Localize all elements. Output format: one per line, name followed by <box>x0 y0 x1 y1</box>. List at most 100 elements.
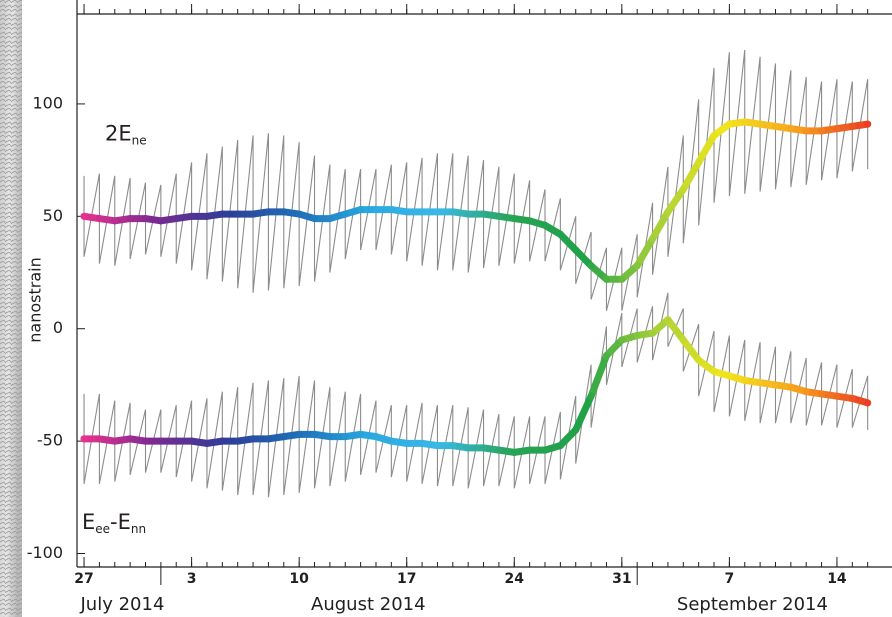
smoothed-point <box>403 440 410 447</box>
series-label: Eee-Enn <box>82 510 146 536</box>
smoothed-point <box>203 440 210 447</box>
smoothed-point <box>403 208 410 215</box>
smoothed-point <box>234 438 241 445</box>
smoothed-segment <box>668 320 683 340</box>
smoothed-point <box>634 262 641 269</box>
smoothed-segment <box>591 356 606 396</box>
smoothed-point <box>634 332 641 339</box>
smoothed-point <box>419 208 426 215</box>
smoothed-point <box>787 384 794 391</box>
smoothed-point <box>388 206 395 213</box>
label-subscript: ee <box>95 521 110 535</box>
smoothed-point <box>680 336 687 343</box>
y-tick-label: -50 <box>37 431 63 450</box>
smoothed-point <box>772 381 779 388</box>
smoothed-point <box>219 211 226 218</box>
smoothed-point <box>818 390 825 397</box>
smoothed-point <box>572 247 579 254</box>
smoothed-point <box>265 435 272 442</box>
smoothed-point <box>588 393 595 400</box>
smoothed-point <box>680 186 687 193</box>
x-tick-label: 3 <box>187 571 197 587</box>
smoothed-point <box>833 125 840 132</box>
smoothed-point <box>603 276 610 283</box>
smoothed-point <box>849 395 856 402</box>
smoothed-point <box>741 118 748 125</box>
smoothed-point <box>173 438 180 445</box>
smoothed-point <box>741 377 748 384</box>
smoothed-point <box>250 211 257 218</box>
smoothed-point <box>188 438 195 445</box>
smoothed-point <box>372 433 379 440</box>
smoothed-point <box>787 125 794 132</box>
smoothed-point <box>557 231 564 238</box>
x-tick-label: 31 <box>612 571 631 587</box>
smoothed-point <box>588 262 595 269</box>
smoothed-segment <box>683 340 698 360</box>
smoothed-point <box>864 399 871 406</box>
smoothed-point <box>142 215 149 222</box>
smoothed-point <box>311 431 318 438</box>
smoothed-point <box>157 217 164 224</box>
label-subscript: nn <box>131 521 146 535</box>
smoothed-point <box>603 352 610 359</box>
smoothed-point <box>649 330 656 337</box>
smoothed-point <box>234 211 241 218</box>
smoothed-point <box>342 433 349 440</box>
smoothed-point <box>388 438 395 445</box>
smoothed-point <box>372 206 379 213</box>
smoothed-point <box>772 123 779 130</box>
smoothed-point <box>188 213 195 220</box>
month-label: August 2014 <box>311 594 426 615</box>
smoothed-point <box>726 121 733 128</box>
smoothed-point <box>173 215 180 222</box>
smoothed-point <box>296 431 303 438</box>
smoothed-point <box>311 215 318 222</box>
smoothed-point <box>542 447 549 454</box>
smoothed-segment <box>576 396 591 430</box>
smoothed-point <box>280 433 287 440</box>
smoothed-point <box>142 438 149 445</box>
smoothed-point <box>465 211 472 218</box>
series-label: 2Ene <box>105 121 147 147</box>
y-tick-label: -100 <box>27 543 63 562</box>
smoothed-point <box>803 388 810 395</box>
smoothed-point <box>342 211 349 218</box>
smoothed-point <box>480 444 487 451</box>
smoothed-point <box>849 123 856 130</box>
smoothed-point <box>711 132 718 139</box>
label-text: 2E <box>105 121 132 145</box>
smoothed-point <box>818 127 825 134</box>
smoothed-point <box>757 379 764 386</box>
smoothed-point <box>695 159 702 166</box>
raw-signal <box>84 293 868 498</box>
chart: -100-5005010027310172431714July 2014Augu… <box>0 0 892 617</box>
smoothed-point <box>511 449 518 456</box>
smoothed-point <box>495 213 502 220</box>
smoothed-point <box>803 127 810 134</box>
x-tick-label: 24 <box>505 571 525 587</box>
smoothed-point <box>96 215 103 222</box>
smoothed-point <box>96 435 103 442</box>
label-text: E <box>82 510 95 534</box>
smoothed-point <box>526 447 533 454</box>
smoothed-point <box>833 393 840 400</box>
smoothed-point <box>357 206 364 213</box>
label-subscript: ne <box>132 133 147 147</box>
smoothed-point <box>326 433 333 440</box>
smoothed-point <box>449 208 456 215</box>
smoothed-point <box>357 431 364 438</box>
map-texture <box>0 0 22 617</box>
smoothed-point <box>127 435 134 442</box>
smoothed-segment <box>653 212 668 239</box>
smoothed-point <box>219 438 226 445</box>
smoothed-point <box>618 336 625 343</box>
x-tick-label: 17 <box>397 571 416 587</box>
y-axis-label: nanostrain <box>26 257 45 342</box>
x-tick-label: 7 <box>725 571 735 587</box>
smoothed-point <box>511 215 518 222</box>
smoothed-point <box>203 213 210 220</box>
smoothed-point <box>127 215 134 222</box>
smoothed-point <box>864 121 871 128</box>
smoothed-point <box>81 435 88 442</box>
